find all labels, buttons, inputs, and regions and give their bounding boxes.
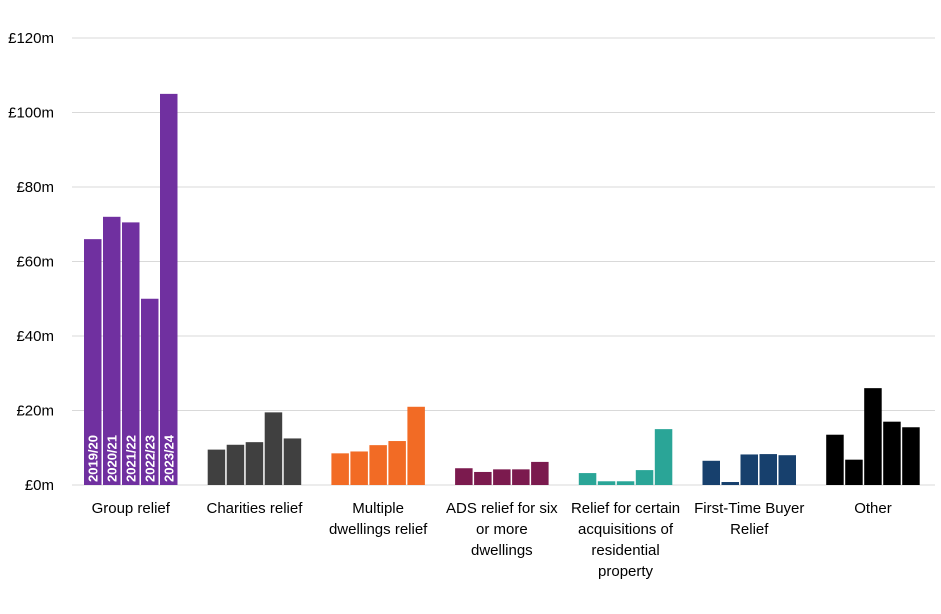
bar <box>226 444 245 485</box>
bar <box>350 451 368 485</box>
category-label: Multiple dwellings relief <box>329 500 428 538</box>
bar <box>283 438 302 485</box>
year-label: 2021/22 <box>123 435 138 482</box>
bar <box>578 473 597 485</box>
category-label: Other <box>854 500 892 517</box>
category-label: ADS relief for six or more dwellings <box>446 500 558 559</box>
category-labels: Group relief Charities relief Multiple dwel… <box>92 500 892 580</box>
bar <box>474 471 492 485</box>
bar <box>141 298 159 485</box>
bar <box>654 429 673 485</box>
bar <box>512 469 530 485</box>
bar <box>845 459 863 485</box>
y-tick-label: £60m <box>16 254 54 271</box>
bar <box>84 239 102 485</box>
y-tick-label: £100m <box>8 105 54 122</box>
bar <box>455 468 473 485</box>
year-label: 2022/23 <box>142 435 157 482</box>
year-label: 2019/20 <box>85 435 100 482</box>
year-label: 2020/21 <box>104 435 119 482</box>
bar <box>264 412 283 485</box>
bar <box>331 453 349 485</box>
y-tick-label: £40m <box>16 328 54 345</box>
bar <box>160 93 178 485</box>
bar <box>245 442 264 485</box>
y-tick-label: £120m <box>8 30 54 47</box>
category-label: Charities relief <box>207 500 304 517</box>
bar <box>407 406 425 485</box>
y-tick-label: £0m <box>25 477 54 494</box>
y-axis-tick-labels: £0m £20m £40m £60m £80m £100m £120m <box>8 30 54 494</box>
bar <box>616 481 635 485</box>
bar <box>759 454 777 485</box>
bar <box>531 461 549 485</box>
category-label: Relief for certain acquisitions of residen… <box>571 500 680 580</box>
category-label: First-Time Buyer Relief <box>694 500 804 538</box>
bar <box>902 427 920 485</box>
category-label: Group relief <box>92 500 171 517</box>
bars <box>84 93 920 486</box>
bar <box>740 454 758 485</box>
year-label: 2023/24 <box>161 434 176 482</box>
bar <box>778 455 796 485</box>
year-labels: 2019/20 2020/21 2021/22 2022/23 2023/24 <box>85 434 176 482</box>
bar <box>597 481 616 485</box>
bar <box>388 441 406 485</box>
gridlines <box>72 37 935 486</box>
bar <box>883 421 901 485</box>
bar <box>493 469 511 485</box>
bar <box>864 388 882 485</box>
bar <box>721 482 739 485</box>
bar <box>369 445 387 485</box>
bar <box>635 470 654 485</box>
bar <box>826 434 844 485</box>
y-tick-label: £20m <box>16 403 54 420</box>
bar <box>122 222 140 485</box>
bar <box>702 460 720 485</box>
y-tick-label: £80m <box>16 179 54 196</box>
bar <box>207 449 226 485</box>
bar <box>103 216 121 486</box>
